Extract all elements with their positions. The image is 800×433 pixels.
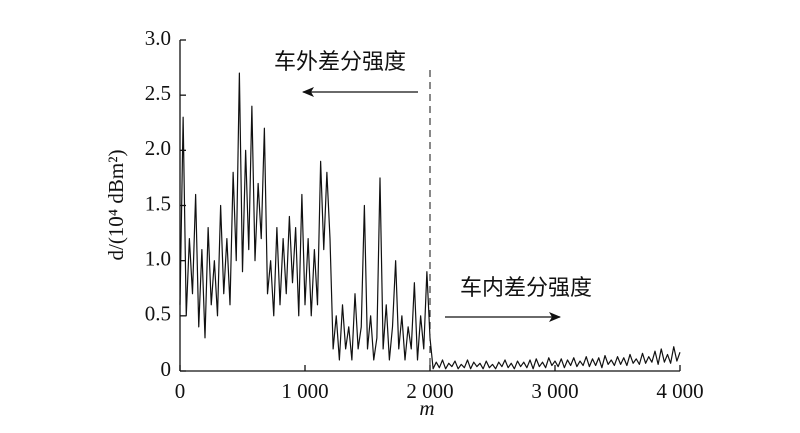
x-axis-label: m	[419, 396, 434, 420]
y-axis-label: d/(10⁴ dBm²)	[104, 149, 128, 260]
x-tick-label: 2 000	[406, 379, 453, 403]
y-tick-label: 1.5	[145, 191, 171, 215]
x-tick-label: 3 000	[531, 379, 578, 403]
annotation: 车内差分强度	[460, 275, 592, 300]
x-tick-label: 4 000	[656, 379, 703, 403]
x-tick-label: 0	[175, 379, 186, 403]
y-tick-label: 1.0	[145, 246, 171, 270]
y-tick-label: 0	[161, 357, 172, 381]
y-tick-label: 3.0	[145, 26, 171, 50]
data-line	[179, 72, 681, 370]
y-tick-label: 2.0	[145, 136, 171, 160]
x-tick-label: 1 000	[281, 379, 328, 403]
y-tick-label: 2.5	[145, 81, 171, 105]
annotation: 车外差分强度	[274, 49, 406, 74]
y-tick-label: 0.5	[145, 302, 171, 326]
